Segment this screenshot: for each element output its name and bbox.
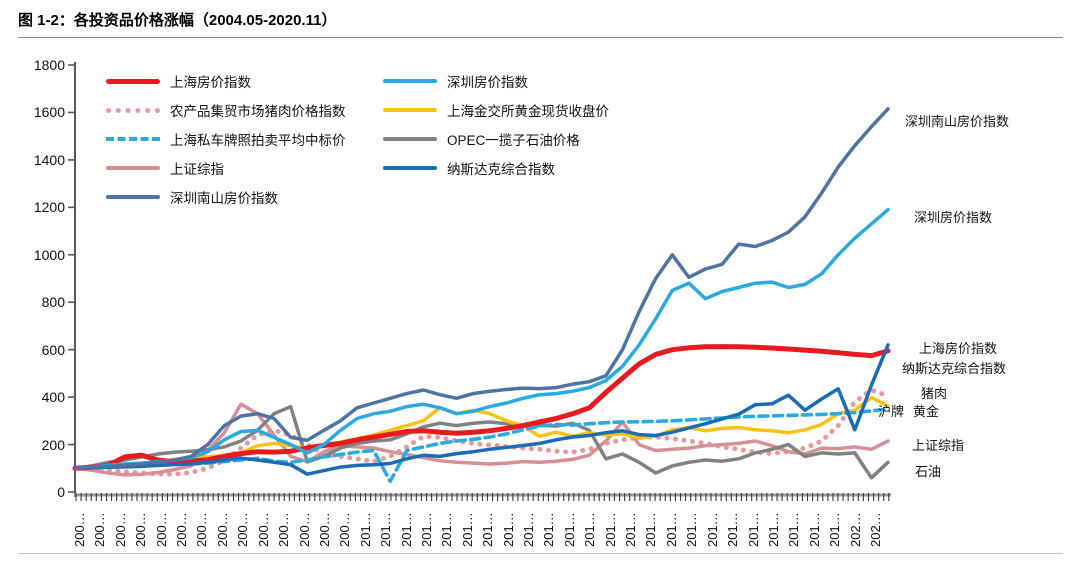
x-axis-label: 202… (847, 512, 863, 547)
legend-swatch-solid (383, 137, 437, 141)
x-axis-label: 201… (398, 512, 414, 547)
x-axis-label: 200… (276, 512, 292, 547)
series-深圳南山房价指数 (73, 107, 890, 471)
x-axis-label: 200… (92, 512, 108, 547)
x-axis-label: 201… (623, 512, 639, 547)
x-axis-label: 200… (214, 512, 230, 547)
legend-item: 上海金交所黄金现货收盘价 (383, 100, 609, 120)
legend-label: OPEC一揽子石油价格 (447, 133, 580, 148)
series-end-label: 石油 (915, 464, 942, 479)
x-axis-label: 201… (561, 512, 577, 547)
series-农产品集贸市场猪肉价格指数 (72, 387, 891, 477)
x-axis-label: 200… (174, 512, 190, 547)
series-end-label: 深圳房价指数 (914, 210, 993, 225)
x-axis-label: 201… (827, 512, 843, 547)
x-axis-label: 201… (500, 512, 516, 547)
x-axis-label: 201… (541, 512, 557, 547)
x-axis-label: 201… (704, 512, 720, 547)
legend-item: 纳斯达克综合指数 (383, 158, 555, 178)
legend-item: 深圳房价指数 (383, 71, 528, 91)
x-axis-label: 200… (235, 512, 251, 547)
bottom-divider (18, 553, 1063, 554)
series-end-label: 猪肉 (921, 386, 948, 401)
legend-swatch-solid (106, 166, 160, 170)
x-axis-label: 201… (663, 512, 679, 547)
legend-swatch-solid (383, 166, 437, 170)
x-axis-label: 201… (725, 512, 741, 547)
legend-label: 深圳南山房价指数 (170, 191, 278, 206)
x-axis-label: 201… (582, 512, 598, 547)
legend-swatch-dashed (106, 137, 160, 141)
y-axis-label: 400 (41, 389, 65, 406)
x-axis-label: 201… (745, 512, 761, 547)
y-axis-label: 0 (57, 484, 65, 500)
x-axis-label: 201… (643, 512, 659, 547)
title-divider (18, 37, 1063, 38)
x-axis-label: 200… (194, 512, 210, 547)
legend-label: 上海房价指数 (170, 75, 251, 90)
legend-label: 上证综指 (170, 162, 224, 177)
series-end-label: 上海房价指数 (919, 341, 998, 356)
x-axis-label: 201… (786, 512, 802, 547)
x-axis-label: 200… (255, 512, 271, 547)
x-axis-label: 201… (378, 512, 394, 547)
y-axis-label: 200 (41, 436, 65, 453)
y-axis-label: 600 (41, 341, 65, 358)
x-axis-label: 201… (602, 512, 618, 547)
x-axis-label: 200… (316, 512, 332, 547)
legend-item: 上海私车牌照拍卖平均中标价 (106, 129, 346, 149)
y-axis-label: 1000 (33, 246, 65, 263)
legend-label: 纳斯达克综合指数 (447, 162, 555, 177)
x-axis-label: 201… (459, 512, 475, 547)
x-axis-label: 202… (868, 512, 883, 547)
figure-title: 图 1-2：各投资品价格涨幅（2004.05-2020.11） (18, 12, 337, 29)
x-axis-label: 201… (765, 512, 781, 547)
series-end-label: 纳斯达克综合指数 (902, 361, 1007, 376)
legend-item: 深圳南山房价指数 (106, 187, 278, 207)
y-axis-label: 1200 (33, 199, 65, 216)
y-axis-label: 1800 (33, 57, 65, 73)
legend-item: OPEC一揽子石油价格 (383, 129, 580, 149)
legend-item: 上证综指 (106, 158, 224, 178)
series-深圳房价指数 (73, 207, 890, 471)
x-axis-label: 200… (153, 512, 169, 547)
x-axis-label: 201… (418, 512, 434, 547)
y-axis-label: 1400 (33, 151, 65, 168)
legend-item: 上海房价指数 (106, 71, 251, 91)
legend-swatch-solid (106, 195, 160, 199)
x-axis-label: 201… (480, 512, 496, 547)
y-axis-label: 800 (41, 294, 65, 311)
legend-swatch-solid (383, 79, 437, 83)
x-axis-label: 201… (806, 512, 822, 547)
x-axis-label: 200… (296, 512, 312, 547)
series-上海房价指数 (72, 344, 891, 471)
x-axis-label: 200… (112, 512, 128, 547)
legend-item: 农产品集贸市场猪肉价格指数 (106, 100, 346, 120)
series-上证综指 (73, 402, 890, 477)
x-axis-label: 201… (521, 512, 537, 547)
series-end-label: 黄金 (913, 404, 940, 419)
series-end-label: 上证综指 (912, 438, 965, 453)
y-axis-label: 1600 (33, 104, 65, 121)
legend-swatch-solid (106, 78, 160, 84)
series-end-label: 沪牌 (878, 404, 905, 419)
x-axis-label: 200… (337, 512, 353, 547)
legend-swatch-solid (383, 108, 437, 112)
legend-swatch-dotted (106, 107, 160, 113)
legend-label: 上海金交所黄金现货收盘价 (447, 104, 609, 119)
x-axis-label: 201… (684, 512, 700, 547)
legend-label: 深圳房价指数 (447, 75, 528, 90)
x-axis-label: 200… (72, 512, 87, 547)
legend-label: 农产品集贸市场猪肉价格指数 (170, 104, 346, 119)
x-axis-label: 200… (133, 512, 149, 547)
x-axis-label: 201… (439, 512, 455, 547)
legend-label: 上海私车牌照拍卖平均中标价 (170, 133, 346, 148)
x-axis-label: 201… (357, 512, 373, 547)
series-end-label: 深圳南山房价指数 (905, 114, 1010, 129)
series-纳斯达克综合指数 (73, 343, 890, 476)
